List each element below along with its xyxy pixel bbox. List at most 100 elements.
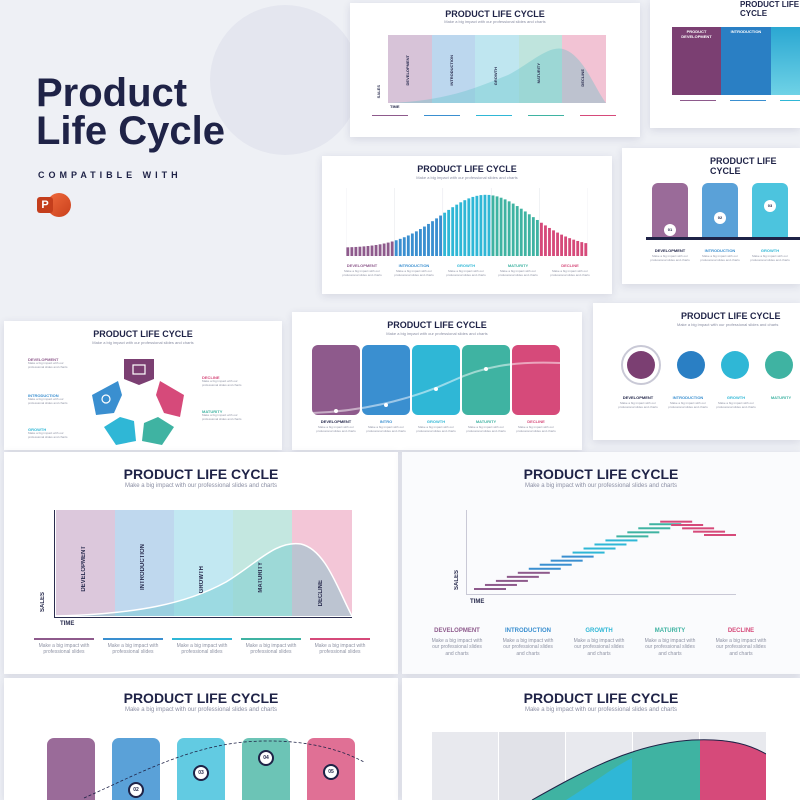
- histogram-bar: [535, 219, 539, 256]
- band-label-development: PRODUCT DEVELOPMENT: [672, 29, 721, 39]
- marker-number: 05: [328, 769, 334, 775]
- caption-text: Make a big impact with professional slid…: [38, 643, 90, 656]
- slide-bands-partial: PRODUCT LIFE CYCLE PRODUCT DEVELOPMENT I…: [650, 0, 800, 128]
- axis-label-time: TIME: [470, 599, 485, 605]
- slide-title: PRODUCT LIFE CYCLE: [445, 9, 545, 19]
- slide-pillars-markers: PRODUCT LIFE CYCLE Make a big impact wit…: [4, 678, 398, 800]
- histogram-bar: [580, 242, 584, 256]
- hero-title-line2: Life Cycle: [36, 109, 225, 153]
- pillar-introduction: [702, 183, 738, 239]
- histogram-bar: [414, 231, 418, 256]
- axis-label-time: TIME: [390, 104, 400, 109]
- slide-title: PRODUCT LIFE CYCLE: [740, 0, 800, 18]
- staircase-dash: [528, 567, 561, 570]
- histogram-bar: [443, 212, 447, 256]
- caption-title-growth: GROWTH: [726, 395, 746, 400]
- staircase-dash: [660, 520, 693, 523]
- caption-text: Make a big impact with our professional …: [550, 269, 590, 277]
- stage-label-maturity: MATURITY: [258, 562, 264, 593]
- sales-bar-chart: [346, 188, 588, 256]
- hero-bg-circle: [210, 5, 360, 155]
- marker-02: 02: [714, 212, 726, 224]
- histogram-bar: [435, 218, 438, 256]
- cycle-title-maturity: MATURITY: [202, 409, 223, 414]
- slide-title: PRODUCT LIFE CYCLE: [710, 156, 777, 176]
- histogram-bar: [568, 238, 572, 256]
- staircase-dash: [682, 527, 715, 530]
- band-label-line1: PRODUCT: [686, 29, 707, 34]
- y-axis: [54, 510, 55, 618]
- slide-staircase-chart: PRODUCT LIFE CYCLE Make a big impact wit…: [402, 452, 800, 674]
- caption-title-maturity: MATURITY: [770, 395, 792, 400]
- marker-number: 02: [717, 215, 723, 220]
- band-underlines: [680, 100, 800, 102]
- histogram-bar: [354, 246, 358, 256]
- cycle-text: Make a big impact with our professional …: [28, 397, 68, 405]
- histogram-bar: [431, 221, 434, 256]
- band-introduction: [721, 27, 771, 95]
- staircase-dash: [671, 524, 704, 526]
- axis-label-time: TIME: [60, 621, 75, 627]
- slide-subtitle: Make a big impact with our professional …: [124, 707, 278, 713]
- slide-pentagon-cycle: PRODUCT LIFE CYCLE Make a big impact wit…: [4, 321, 282, 450]
- histogram-bar: [503, 199, 507, 256]
- stage-label-development: DEVELOPMENT: [405, 55, 410, 86]
- stage-label-growth: GROWTH: [199, 566, 205, 594]
- staircase-dash: [605, 539, 638, 542]
- marker-05: 05: [323, 764, 339, 780]
- histogram-bar: [439, 215, 442, 256]
- caption-title-growth: GROWTH: [585, 628, 613, 634]
- chain-node-development: [627, 351, 655, 379]
- caption-title-intro: INTRO: [379, 419, 393, 424]
- slide-subtitle: Make a big impact with our professional …: [416, 175, 518, 180]
- caption-text: Make a big impact with our professional …: [394, 269, 434, 277]
- caption-title-development: DEVELOPMENT: [346, 263, 378, 268]
- trend-dashed-curve: [83, 740, 364, 799]
- histogram-bar: [378, 244, 382, 256]
- hero-title: Product Life Cycle: [36, 73, 225, 153]
- slide-title: PRODUCT LIFE CYCLE: [523, 690, 679, 706]
- bell-curve-chart: [432, 732, 766, 800]
- caption-title-decline: DECLINE: [561, 263, 579, 268]
- cycle-title-growth: GROWTH: [28, 427, 47, 432]
- caption-title-maturity: MATURITY: [475, 419, 497, 424]
- cycle-text: Make a big impact with our professional …: [28, 431, 68, 439]
- marker-number: 02: [133, 787, 139, 793]
- staircase-dash: [506, 575, 539, 578]
- cycle-item-decline: DECLINE Make a big impact with our profe…: [202, 375, 252, 388]
- histogram-bar: [358, 246, 362, 256]
- histogram-bar: [491, 195, 495, 256]
- histogram-bar: [350, 247, 354, 256]
- cycle-diagram: [92, 359, 184, 445]
- staircase-dash: [550, 559, 583, 562]
- staircase-dash: [616, 535, 649, 538]
- staircase-dash: [594, 543, 627, 546]
- axis-label-sales: SALES: [454, 570, 460, 591]
- cycle-text: Make a big impact with our professional …: [202, 413, 242, 421]
- caption-text: Make a big impact with our professional …: [716, 401, 756, 409]
- chain-node-maturity: [765, 351, 793, 379]
- stage-columns-chart: [56, 510, 352, 616]
- slide-subtitle: Make a big impact with our professional …: [677, 322, 779, 327]
- caption-title-maturity: MATURITY: [507, 263, 529, 268]
- chain-node-growth: [721, 351, 749, 379]
- staircase-dash: [561, 555, 594, 558]
- marker-number: 04: [263, 755, 269, 761]
- caption-title-decline: DECLINE: [727, 628, 755, 634]
- caption-text: Make a big impact with our professional …: [573, 638, 625, 657]
- caption-text: Make a big impact with our professional …: [700, 254, 740, 262]
- caption-text: Make a big impact with professional slid…: [176, 643, 228, 656]
- marker-number: 03: [767, 203, 773, 208]
- cycle-text: Make a big impact with our professional …: [28, 361, 68, 369]
- histogram-bar: [402, 237, 406, 256]
- histogram-bar: [374, 244, 378, 256]
- marker-01: 01: [664, 224, 676, 236]
- histogram-bar: [527, 214, 531, 256]
- cycle-item-introduction: INTRODUCTION Make a big impact with our …: [28, 393, 78, 406]
- marker-number: 01: [667, 227, 673, 232]
- pillar-base: [646, 237, 800, 240]
- caption-text: Make a big impact with our professional …: [416, 425, 456, 433]
- histogram-bar: [455, 204, 459, 256]
- slide-title: PRODUCT LIFE CYCLE: [387, 320, 487, 330]
- histogram-bar: [499, 197, 503, 256]
